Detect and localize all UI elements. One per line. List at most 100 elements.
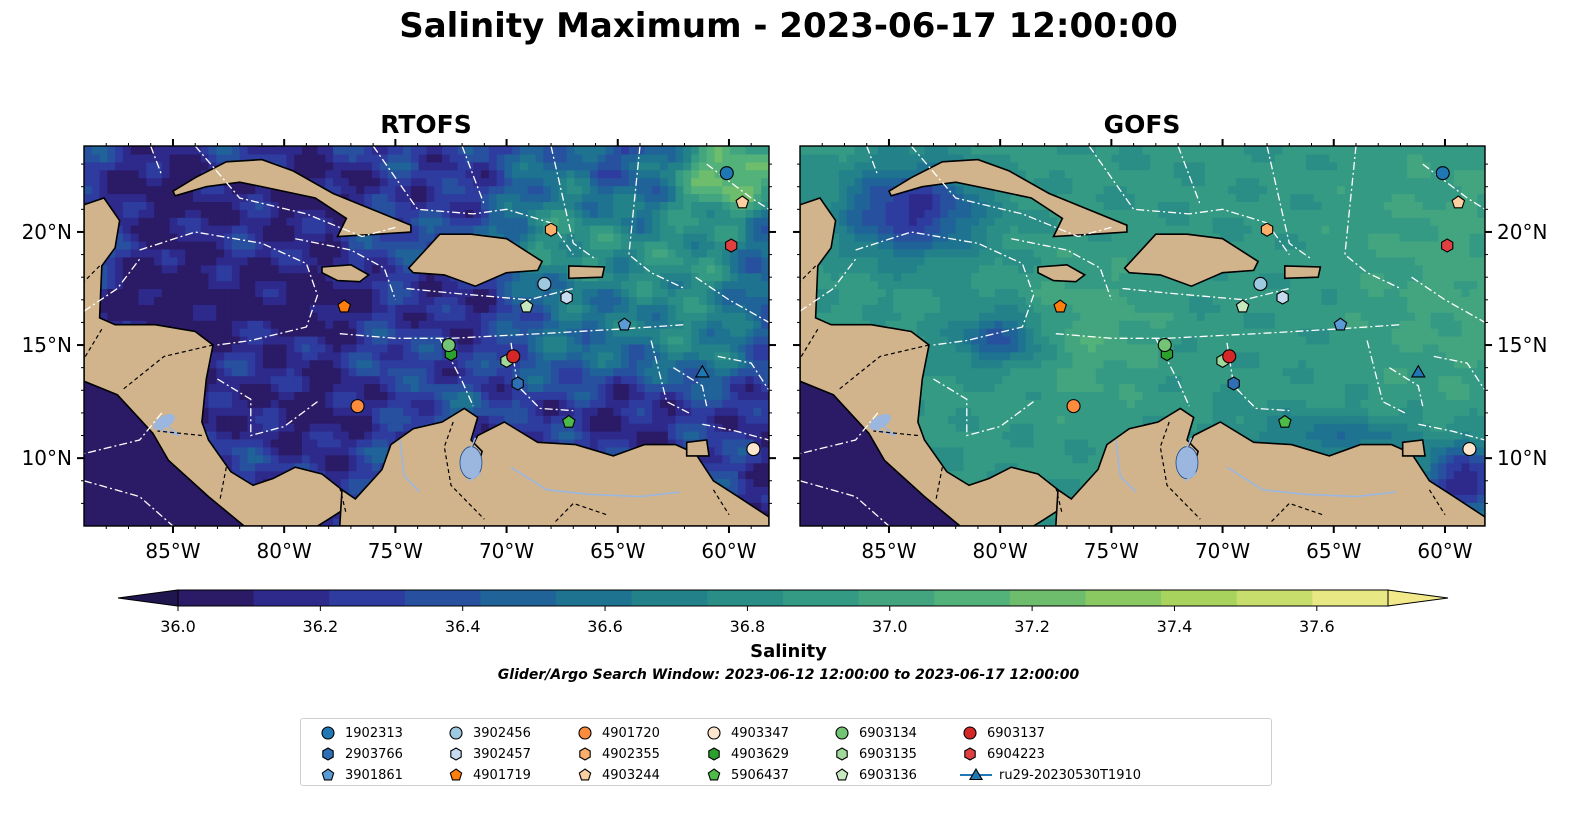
country-border	[1055, 487, 1063, 515]
legend-label: 4902355	[602, 746, 660, 762]
land-puertorico	[568, 265, 606, 280]
legend-label: 4901719	[473, 767, 531, 783]
country-border	[1428, 489, 1446, 516]
legend-marker	[707, 726, 721, 740]
marker-4901720	[1066, 399, 1081, 414]
observation-markers-rtofs	[337, 166, 761, 457]
circle-icon	[321, 726, 335, 740]
legend-marker	[708, 747, 720, 761]
legend-item-2903766: 2903766	[317, 744, 403, 764]
eez-boundary	[150, 146, 163, 176]
legend-item-4902355: 4902355	[574, 744, 660, 764]
marker-6903134	[1157, 337, 1172, 353]
country-border	[837, 344, 930, 391]
eez-boundary	[217, 378, 318, 437]
river	[465, 437, 482, 482]
map-panel-gofs: 85°W 80°W 75°W 70°W 65°W 60°W 20°N 15°N 10°N	[793, 139, 1547, 563]
legend-item-4903347: 4903347	[703, 723, 789, 743]
marker-3902456	[537, 276, 552, 292]
colorbar-segment	[253, 590, 330, 606]
eez-boundary	[461, 146, 485, 206]
marker-ru29-20230530T1910	[694, 364, 710, 378]
legend-marker	[968, 767, 984, 781]
marker-6904223	[725, 238, 738, 253]
colorbar-tick-label: 36.0	[160, 617, 196, 636]
land-cuba	[171, 158, 412, 238]
eez-boundary	[295, 238, 397, 301]
land-florida	[974, 146, 993, 147]
colorbar-segment	[1009, 590, 1086, 606]
legend-item-4903244: 4903244	[574, 765, 660, 785]
eez-boundary	[1366, 340, 1406, 414]
lat-tick-label: 20°N	[1497, 220, 1547, 244]
pentagon-icon	[321, 768, 335, 781]
legend-marker	[835, 768, 849, 781]
lon-tick-label: 65°W	[1306, 539, 1361, 563]
legend-item-6903135: 6903135	[831, 744, 917, 764]
eez-boundary	[800, 258, 857, 312]
map-panel-rtofs: 85°W 80°W 75°W 70°W 65°W 60°W 20°N 15°N 10°N	[22, 139, 776, 563]
legend-marker	[321, 726, 335, 740]
legend-marker	[322, 747, 334, 761]
lat-tick-label: 15°N	[1497, 333, 1547, 357]
legend-marker	[963, 726, 977, 740]
country-border	[873, 430, 918, 437]
pentagon-icon	[707, 768, 721, 781]
legend-item-3902457: 3902457	[445, 744, 531, 764]
country-border	[84, 265, 101, 283]
legend-item-3902456: 3902456	[445, 723, 531, 743]
country-border	[219, 467, 227, 502]
land-florida	[258, 146, 277, 147]
marker-ru29-20230530T1910	[1410, 364, 1426, 378]
colorbar-tick-label: 37.4	[1157, 617, 1193, 636]
lat-tick-label: 10°N	[22, 446, 72, 470]
legend-item-6903134: 6903134	[831, 723, 917, 743]
legend-item-5906437: 5906437	[703, 765, 789, 785]
observation-legend: 1902313 2903766 3901861 3902456 3902457 49017…	[300, 718, 1272, 786]
eez-boundary	[1344, 146, 1401, 290]
legend-label: ru29-20230530T1910	[999, 767, 1142, 783]
eez-boundary	[695, 276, 769, 323]
land-jamaica	[321, 263, 371, 283]
colorbar-segment	[178, 590, 255, 606]
eez-boundary	[628, 146, 685, 290]
eez-boundary	[855, 231, 1035, 346]
legend-label: 4903244	[602, 767, 660, 783]
marker-3901861	[1333, 317, 1348, 331]
legend-label: 1902313	[345, 725, 403, 741]
colorbar-tick-label: 36.8	[730, 617, 766, 636]
legend-marker	[835, 726, 849, 740]
landmasses	[84, 146, 769, 526]
river	[399, 439, 421, 493]
legend-item-6903136: 6903136	[831, 765, 917, 785]
marker-3902457	[560, 290, 573, 305]
colorbar-segment	[1085, 590, 1162, 606]
land-jamaica	[1037, 263, 1087, 283]
lon-tick-label: 60°W	[701, 539, 756, 563]
lon-tick-label: 75°W	[1084, 539, 1139, 563]
colorbar-tick-label: 36.2	[303, 617, 339, 636]
eez-boundary	[673, 367, 708, 407]
legend-marker	[449, 768, 463, 781]
marker-6903136	[519, 299, 534, 313]
lon-tick-label: 85°W	[145, 539, 200, 563]
marker-6903136	[1235, 299, 1250, 313]
land-cuba	[887, 158, 1128, 238]
eez-boundary	[717, 355, 769, 391]
hexagon-icon	[964, 747, 976, 761]
marker-3902457	[1276, 290, 1289, 305]
lon-tick-label: 75°W	[368, 539, 423, 563]
figure-canvas: 85°W 80°W 75°W 70°W 65°W 60°W20°N15°N10°N85°W…	[22, 139, 1547, 636]
eez-boundary	[1122, 287, 1290, 301]
marker-4901720	[350, 399, 365, 414]
legend-label: 6903137	[987, 725, 1045, 741]
pentagon-icon	[449, 768, 463, 781]
country-border	[800, 265, 817, 283]
legend-label: 5906437	[731, 767, 789, 783]
figure-title: Salinity Maximum - 2023-06-17 12:00:00	[399, 6, 1178, 46]
land-puertorico	[1284, 265, 1322, 280]
marker-1902313	[719, 166, 734, 181]
colorbar-segment	[631, 590, 708, 606]
colorbar-tick-label: 36.4	[445, 617, 481, 636]
country-border	[84, 328, 103, 359]
